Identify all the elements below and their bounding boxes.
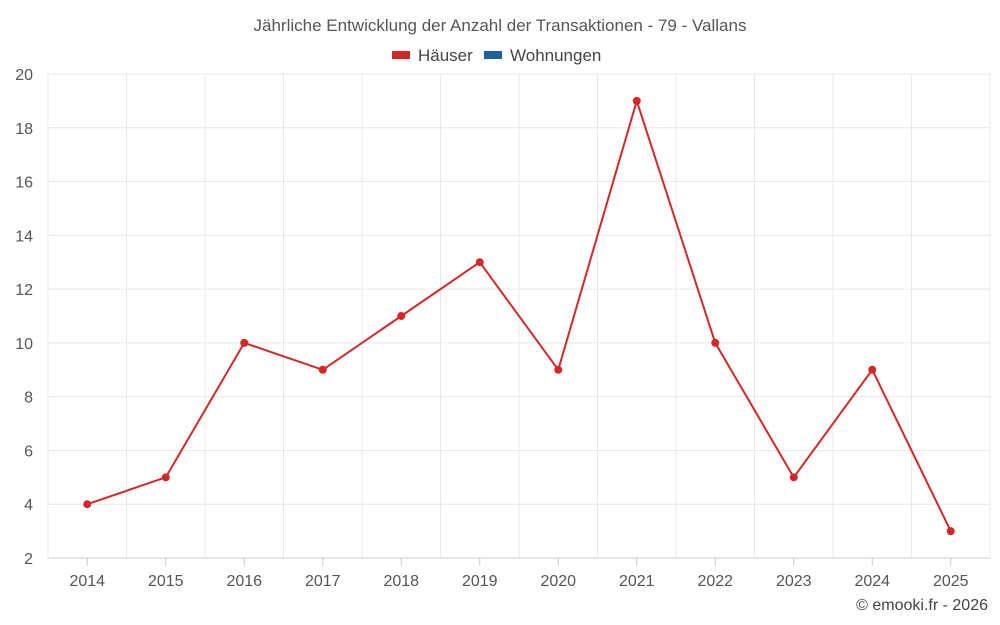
legend-item-apartments[interactable]: Wohnungen (484, 46, 601, 65)
legend-label-houses: Häuser (418, 46, 473, 65)
x-tick-label: 2014 (69, 573, 105, 590)
y-tick-label: 10 (15, 336, 33, 353)
data-point-2025[interactable] (946, 527, 955, 536)
x-tick-label: 2020 (540, 573, 576, 590)
y-tick-label: 6 (24, 443, 33, 460)
x-tick-label: 2017 (305, 573, 341, 590)
legend-label-apartments: Wohnungen (510, 46, 601, 65)
x-tick-label: 2016 (226, 573, 262, 590)
legend: Häuser Wohnungen (392, 46, 601, 65)
credit-text: © emooki.fr - 2026 (856, 597, 988, 614)
y-tick-label: 12 (15, 282, 33, 299)
x-tick-label: 2021 (619, 573, 655, 590)
x-tick-label: 2019 (462, 573, 498, 590)
data-point-2015[interactable] (161, 473, 170, 482)
data-point-2016[interactable] (240, 338, 249, 347)
y-tick-label: 4 (24, 497, 33, 514)
data-point-2017[interactable] (318, 365, 327, 374)
data-point-2023[interactable] (789, 473, 798, 482)
data-point-2024[interactable] (868, 365, 877, 374)
legend-swatch-apartments (484, 51, 502, 59)
legend-swatch-houses (392, 51, 410, 59)
data-point-2019[interactable] (475, 258, 484, 267)
y-tick-label: 2 (24, 551, 33, 568)
data-point-2018[interactable] (397, 312, 406, 320)
y-tick-label: 8 (24, 390, 33, 407)
x-tick-label: 2022 (697, 573, 733, 590)
x-tick-label: 2023 (776, 573, 812, 590)
legend-item-houses[interactable]: Häuser (392, 46, 473, 65)
x-tick-label: 2025 (933, 573, 969, 590)
y-tick-label: 14 (15, 228, 33, 245)
axes: 2 4 6 8 10 12 14 16 18 20 2014 2015 2016 2017 2018 2019… (15, 67, 990, 590)
y-tick-label: 18 (15, 121, 33, 138)
data-point-2014[interactable] (83, 500, 92, 509)
data-point-2020[interactable] (554, 365, 563, 374)
data-point-2021[interactable] (632, 96, 641, 105)
y-tick-label: 20 (15, 67, 33, 84)
x-tick-label: 2024 (854, 573, 890, 590)
chart-title: Jährliche Entwicklung der Anzahl der Tra… (254, 16, 747, 35)
series-line-houses (86, 99, 952, 532)
grid (47, 73, 991, 559)
y-tick-label: 16 (15, 175, 33, 192)
x-tick-label: 2015 (148, 573, 184, 590)
series-houses (83, 96, 955, 536)
x-tick-label: 2018 (383, 573, 419, 590)
data-point-2022[interactable] (711, 338, 720, 347)
